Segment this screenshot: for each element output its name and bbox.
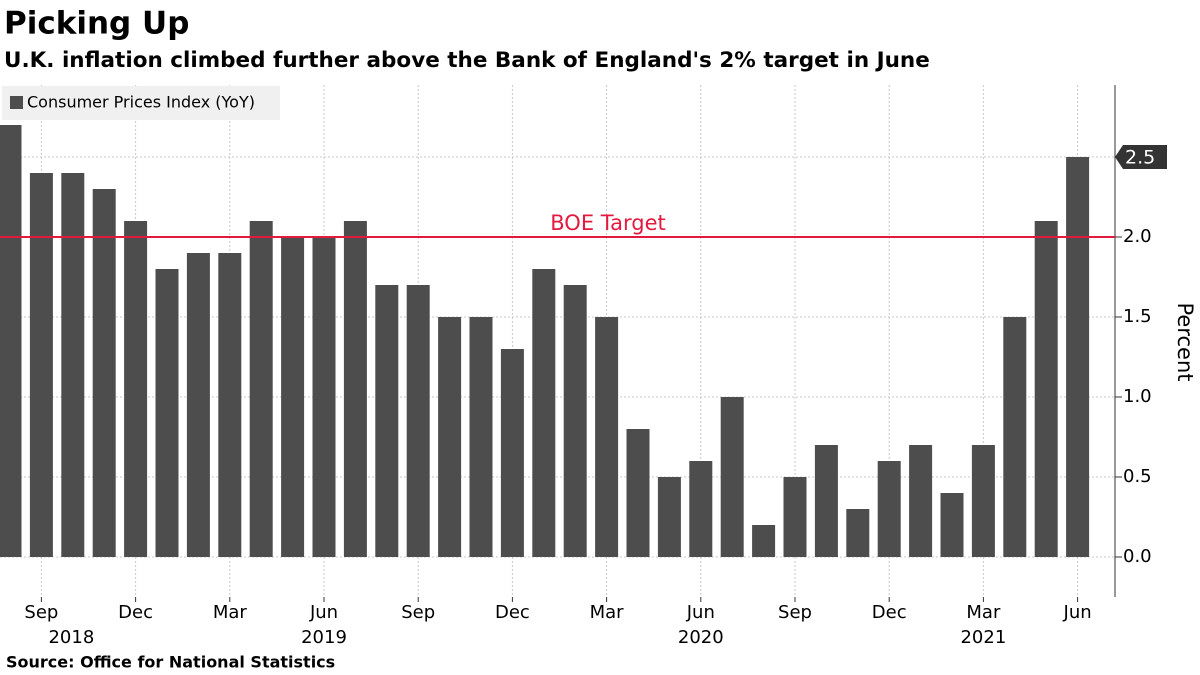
x-tick-label: Mar bbox=[213, 602, 248, 623]
value-tag bbox=[1115, 145, 1167, 169]
bar bbox=[343, 221, 367, 557]
bar bbox=[752, 525, 776, 557]
y-tick-label: 2.0 bbox=[1123, 226, 1152, 247]
bar bbox=[218, 253, 242, 557]
x-tick-label: Dec bbox=[872, 602, 907, 623]
x-tick-label: Sep bbox=[778, 602, 812, 623]
bar bbox=[814, 445, 838, 557]
bar bbox=[595, 317, 619, 557]
legend-swatch bbox=[10, 96, 23, 109]
x-year-label: 2020 bbox=[678, 627, 724, 648]
source: Source: Office for National Statistics bbox=[6, 653, 335, 672]
bar bbox=[29, 173, 53, 557]
bar bbox=[1003, 317, 1027, 557]
bar bbox=[155, 269, 179, 557]
bar bbox=[186, 253, 210, 557]
x-tick-label: Sep bbox=[24, 602, 58, 623]
bar bbox=[469, 317, 493, 557]
y-tick-label: 1.0 bbox=[1123, 386, 1152, 407]
bar bbox=[281, 237, 305, 557]
x-year-label: 2018 bbox=[48, 627, 94, 648]
bar bbox=[406, 285, 430, 557]
legend-label: Consumer Prices Index (YoY) bbox=[27, 93, 255, 112]
bar bbox=[689, 461, 713, 557]
bar bbox=[657, 477, 681, 557]
bar bbox=[312, 237, 336, 557]
x-tick-label: Dec bbox=[118, 602, 153, 623]
x-tick-label: Mar bbox=[966, 602, 1001, 623]
y-tick-label: 0.5 bbox=[1123, 466, 1152, 487]
bar bbox=[971, 445, 995, 557]
x-tick-label: Dec bbox=[495, 602, 530, 623]
bar bbox=[500, 349, 524, 557]
bar bbox=[720, 397, 744, 557]
bar bbox=[532, 269, 556, 557]
x-year-label: 2019 bbox=[301, 627, 347, 648]
bar bbox=[438, 317, 462, 557]
bar bbox=[92, 189, 116, 557]
bar bbox=[783, 477, 807, 557]
x-tick-label: Mar bbox=[590, 602, 625, 623]
x-tick-label: Sep bbox=[401, 602, 435, 623]
bar bbox=[249, 221, 273, 557]
bar bbox=[0, 125, 22, 557]
x-tick-label: Jun bbox=[686, 602, 715, 623]
chart-title: Picking Up bbox=[4, 6, 189, 42]
bar bbox=[877, 461, 901, 557]
bar bbox=[626, 429, 650, 557]
bar bbox=[375, 285, 399, 557]
bar bbox=[563, 285, 587, 557]
bar bbox=[124, 221, 148, 557]
y-tick-label: 1.5 bbox=[1123, 306, 1152, 327]
y-axis-label: Percent bbox=[1173, 302, 1197, 381]
bar bbox=[846, 509, 870, 557]
bar bbox=[1034, 221, 1058, 557]
x-tick-label: Jun bbox=[309, 602, 338, 623]
y-tick-label: 0.0 bbox=[1123, 546, 1152, 567]
value-label: 2.5 bbox=[1125, 147, 1155, 169]
bar bbox=[61, 173, 85, 557]
reference-label: BOE Target bbox=[550, 211, 665, 235]
bar bbox=[909, 445, 933, 557]
chart-subtitle: U.K. inflation climbed further above the… bbox=[4, 48, 930, 73]
x-year-label: 2021 bbox=[960, 627, 1006, 648]
legend-box bbox=[2, 86, 280, 120]
bar bbox=[940, 493, 964, 557]
x-tick-label: Jun bbox=[1063, 602, 1092, 623]
bar bbox=[1066, 157, 1090, 557]
